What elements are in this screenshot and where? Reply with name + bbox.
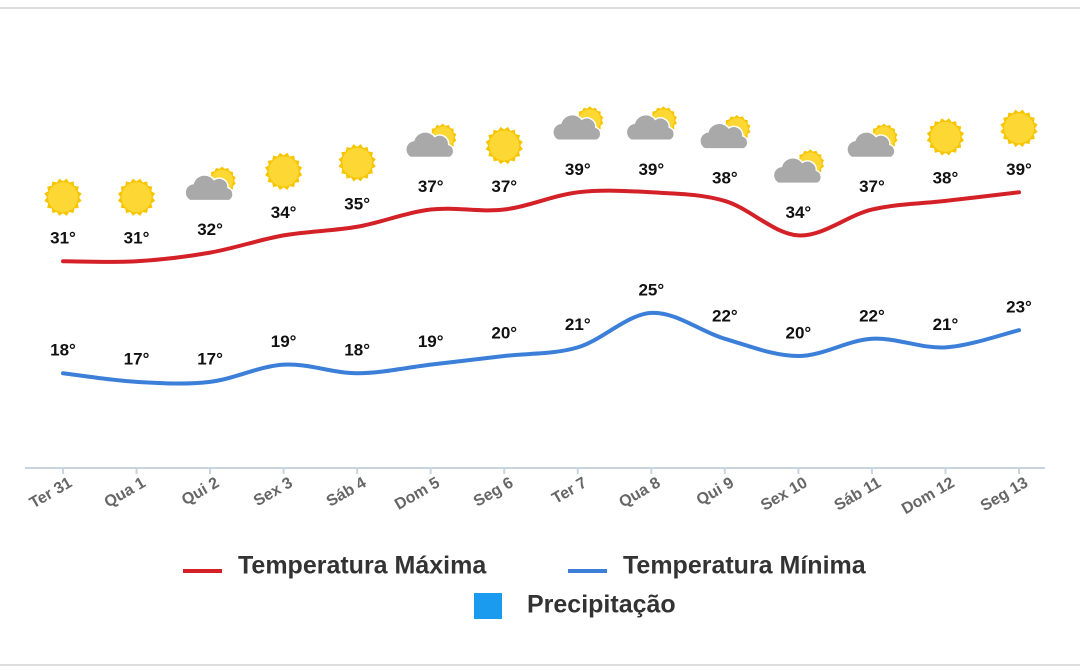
x-tick-label: Sáb 4: [324, 474, 370, 510]
partly-cloudy-icon: [552, 106, 604, 142]
sun-disc: [489, 130, 520, 161]
data-label: 18°: [50, 341, 76, 360]
sun-disc: [48, 182, 78, 213]
data-label: 19°: [271, 332, 297, 351]
line-series: [61, 188, 1021, 264]
sun-disc: [930, 121, 961, 152]
data-label: 21°: [933, 315, 959, 334]
data-label: 25°: [638, 280, 664, 299]
data-label: 22°: [859, 306, 885, 325]
cloud: [552, 113, 602, 142]
x-tick-label: Sex 3: [251, 474, 296, 510]
legend-label: Temperatura Máxima: [238, 552, 487, 580]
sun-icon: [1000, 109, 1038, 147]
partly-cloudy-icon: [184, 166, 236, 202]
data-label: 31°: [50, 229, 76, 248]
x-tick-label: Seg 13: [978, 474, 1031, 515]
data-label: 38°: [933, 168, 959, 187]
data-label: 39°: [1006, 160, 1032, 179]
sun-icon: [117, 178, 156, 216]
data-label: 20°: [491, 323, 517, 342]
sun-icon: [44, 178, 82, 216]
cloud: [625, 113, 675, 142]
data-label: 19°: [418, 332, 444, 351]
legend-label: Temperatura Mínima: [623, 552, 867, 580]
legend-label: Precipitação: [527, 591, 676, 619]
sun-icon: [264, 152, 303, 191]
data-label: 35°: [344, 194, 370, 213]
cloud: [699, 122, 749, 150]
data-label: 39°: [565, 160, 591, 179]
sun-disc: [268, 156, 299, 187]
x-tick-label: Seg 6: [471, 474, 517, 510]
partly-cloudy-icon: [699, 114, 751, 150]
x-tick-label: Dom 5: [392, 474, 443, 513]
x-tick-label: Qui 2: [179, 474, 222, 509]
sun-icon: [485, 126, 523, 165]
data-label: 20°: [786, 323, 812, 342]
data-label: 22°: [712, 306, 738, 325]
data-label: 32°: [197, 220, 223, 239]
cloud: [404, 131, 455, 159]
data-label: 31°: [124, 229, 150, 248]
data-label: 37°: [418, 177, 444, 196]
partly-cloudy-icon: [772, 149, 825, 185]
data-label: 34°: [271, 203, 297, 222]
x-tick-label: Sáb 11: [832, 474, 885, 514]
data-label: 37°: [859, 177, 885, 196]
line-series: [61, 310, 1021, 386]
sun-disc: [121, 182, 152, 213]
partly-cloudy-icon: [404, 123, 457, 159]
cloud: [846, 131, 896, 159]
partly-cloudy-icon: [846, 123, 898, 159]
data-label: 39°: [638, 160, 664, 179]
data-label: 17°: [124, 349, 150, 368]
data-label: 17°: [197, 349, 223, 368]
x-tick-label: Dom 12: [899, 474, 958, 518]
data-label: 34°: [786, 203, 812, 222]
cloud: [772, 157, 823, 185]
x-tick-label: Qua 1: [102, 474, 149, 511]
legend-swatch: [474, 593, 502, 619]
sun-icon: [338, 144, 376, 182]
x-tick-label: Ter 31: [27, 474, 75, 512]
x-tick-label: Qua 8: [616, 474, 663, 511]
cloud: [184, 174, 234, 202]
x-tick-label: Ter 7: [549, 474, 590, 507]
partly-cloudy-icon: [625, 106, 677, 142]
x-tick-label: Qui 9: [694, 474, 737, 509]
sun-disc: [1004, 113, 1034, 144]
sun-icon: [926, 118, 965, 156]
sun-disc: [342, 147, 373, 178]
data-label: 21°: [565, 315, 591, 334]
data-label: 18°: [344, 341, 370, 360]
x-tick-label: Sex 10: [758, 474, 811, 514]
data-label: 38°: [712, 168, 738, 187]
data-label: 37°: [491, 177, 517, 196]
data-label: 23°: [1006, 298, 1032, 317]
